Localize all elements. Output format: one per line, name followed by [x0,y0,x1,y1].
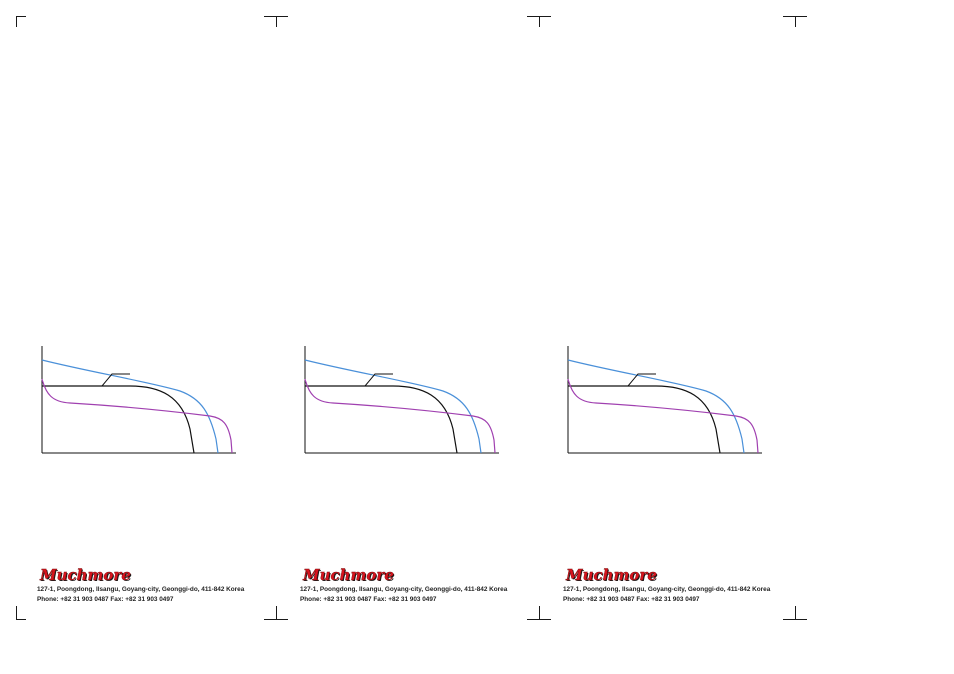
crop-mark [16,619,26,620]
contact-line: Phone: +82 31 903 0487 Fax: +82 31 903 0… [563,595,700,603]
company-address-block: 127-1, Poongdong, Ilsangu, Goyang-city, … [37,585,244,604]
logo-shadow: Muchmore [303,567,395,584]
blue-curve [567,359,745,454]
contact-line: Phone: +82 31 903 0487 Fax: +82 31 903 0… [300,595,437,603]
logo-text: Muchmore [39,567,131,584]
crop-mark [276,606,277,620]
crop-mark [16,16,17,27]
address-line: 127-1, Poongdong, Ilsangu, Goyang-city, … [563,586,771,593]
panel-3: Muchmore Muchmore 127-1, Poongdong, Ilsa… [526,0,954,674]
callout-leader [627,373,656,387]
black-curve [42,385,195,454]
callout-leader [101,373,130,387]
crop-mark [16,16,26,17]
black-curve [305,385,458,454]
purple-curve [41,378,233,454]
muchmore-logo: Muchmore Muchmore [302,567,395,584]
crop-mark [16,606,17,620]
company-address-block: 127-1, Poongdong, Ilsangu, Goyang-city, … [300,585,507,604]
muchmore-logo: Muchmore Muchmore [565,567,658,584]
crop-mark [539,16,540,27]
black-curve [568,385,721,454]
logo-shadow: Muchmore [566,567,658,584]
crop-mark [539,606,540,620]
logo-shadow: Muchmore [40,567,132,584]
discharge-curve-chart [304,346,499,454]
crop-mark [276,16,277,27]
crop-mark [795,16,796,27]
purple-curve [304,378,496,454]
contact-line: Phone: +82 31 903 0487 Fax: +82 31 903 0… [37,595,174,603]
logo-text: Muchmore [302,567,394,584]
blue-curve [304,359,482,454]
blue-curve [41,359,219,454]
panel-2: Muchmore Muchmore 127-1, Poongdong, Ilsa… [263,0,954,674]
discharge-curve-chart [567,346,762,454]
discharge-curve-chart [41,346,236,454]
callout-leader [364,373,393,387]
muchmore-logo: Muchmore Muchmore [39,567,132,584]
address-line: 127-1, Poongdong, Ilsangu, Goyang-city, … [300,586,508,593]
purple-curve [567,378,759,454]
company-address-block: 127-1, Poongdong, Ilsangu, Goyang-city, … [563,585,770,604]
address-line: 127-1, Poongdong, Ilsangu, Goyang-city, … [37,586,245,593]
logo-text: Muchmore [565,567,657,584]
crop-mark [795,606,796,620]
